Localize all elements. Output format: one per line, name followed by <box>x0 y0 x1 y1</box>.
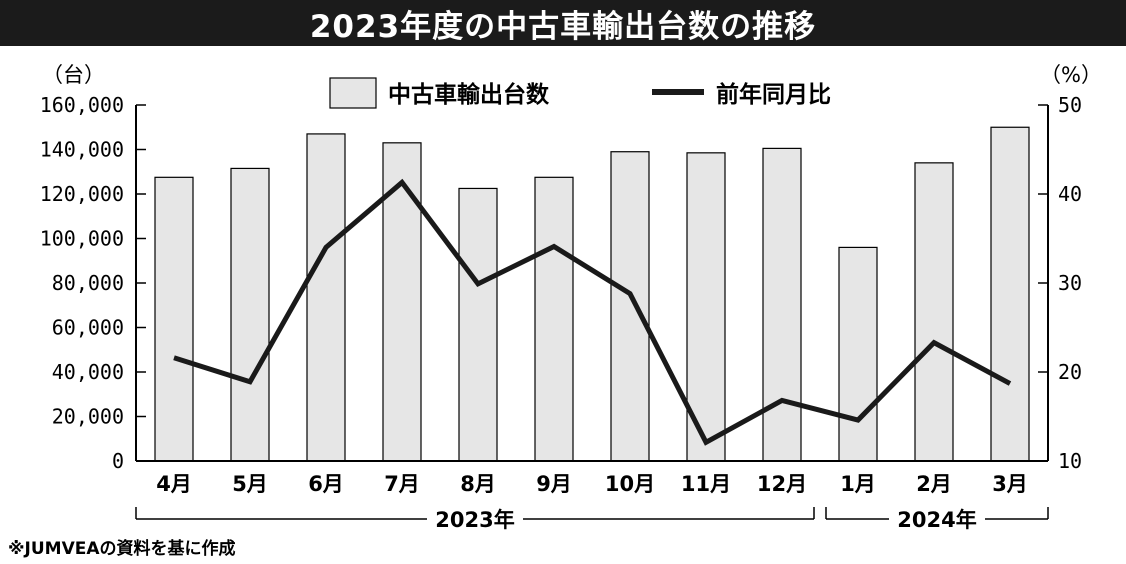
right-tick-label: 30 <box>1058 271 1082 295</box>
right-tick-label: 50 <box>1058 93 1082 117</box>
right-tick-label: 10 <box>1058 449 1082 473</box>
bar-11 <box>914 162 954 462</box>
yoy-line <box>173 178 1012 446</box>
left-tick-label: 120,000 <box>40 182 124 206</box>
right-axis-unit: （%） <box>1040 63 1102 87</box>
month-label: 12月 <box>757 472 807 496</box>
bar-2 <box>230 167 270 462</box>
month-label: 9月 <box>536 472 572 496</box>
chart-area: 0 20,000 40,000 60,000 80,000 100,000 120,000 1… <box>40 63 1102 532</box>
bar-1 <box>154 176 194 462</box>
bar-5 <box>458 187 498 462</box>
bar-3 <box>306 133 346 462</box>
chart-title: 2023年度の中古車輸出台数の推移 <box>0 0 1126 46</box>
left-tick-label: 140,000 <box>40 138 124 162</box>
month-label: 5月 <box>232 472 268 496</box>
left-tick-label: 20,000 <box>52 405 124 429</box>
month-label: 3月 <box>992 472 1028 496</box>
year-label: 2023年 <box>435 508 514 532</box>
legend-bar-swatch <box>329 77 377 109</box>
month-label: 6月 <box>308 472 344 496</box>
bar-9 <box>762 147 802 462</box>
left-tick-label: 60,000 <box>52 316 124 340</box>
left-tick-label: 0 <box>112 449 124 473</box>
right-tick-label: 20 <box>1058 360 1082 384</box>
year-label: 2024年 <box>897 508 976 532</box>
month-label: 2月 <box>916 472 952 496</box>
bar-10 <box>838 246 878 462</box>
month-label: 10月 <box>605 472 655 496</box>
left-tick-label: 100,000 <box>40 227 124 251</box>
legend-line-label: 前年同月比 <box>716 81 831 108</box>
month-label: 1月 <box>840 472 876 496</box>
legend-bar-label: 中古車輸出台数 <box>388 81 550 108</box>
month-label: 11月 <box>681 472 731 496</box>
month-label: 7月 <box>384 472 420 496</box>
right-tick-label: 40 <box>1058 182 1082 206</box>
bar-8 <box>686 152 726 462</box>
bar-7 <box>610 151 650 462</box>
month-label: 4月 <box>156 472 192 496</box>
left-tick-label: 40,000 <box>52 360 124 384</box>
source-note: ※JUMVEAの資料を基に作成 <box>8 539 236 559</box>
left-tick-label: 80,000 <box>52 271 124 295</box>
bar-12 <box>990 126 1030 462</box>
bar-6 <box>534 176 574 462</box>
left-tick-label: 160,000 <box>40 93 124 117</box>
left-axis-unit: （台） <box>42 63 105 87</box>
month-label: 8月 <box>460 472 496 496</box>
